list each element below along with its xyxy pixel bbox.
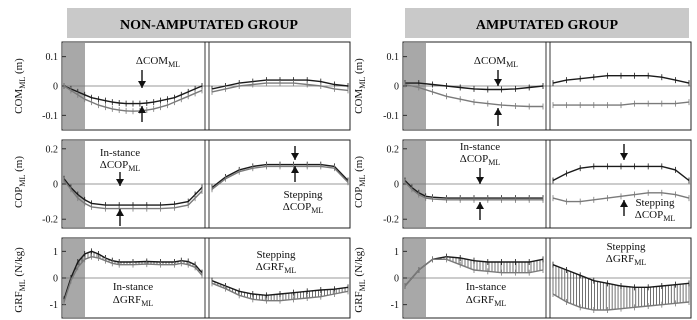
series-line bbox=[63, 178, 203, 206]
y-tick-label: -0.2 bbox=[42, 215, 58, 226]
y-tick-label: -1 bbox=[50, 300, 58, 311]
header-amputated-text: AMPUTATED GROUP bbox=[476, 18, 619, 33]
panel-1: 0.2 0 -0.2 bbox=[42, 139, 351, 229]
arrow-down-cop-step-left bbox=[291, 146, 299, 160]
svg-text:Stepping: Stepping bbox=[256, 249, 296, 261]
arrow-down-com-right bbox=[494, 70, 502, 86]
svg-text:Stepping: Stepping bbox=[606, 241, 646, 253]
y-tick-label: 0 bbox=[53, 82, 58, 93]
arrow-down-cop-right bbox=[476, 168, 484, 184]
ylabel-com-left: COMML (m) bbox=[13, 58, 27, 114]
y-tick-label: -0.1 bbox=[383, 111, 399, 122]
svg-text:Stepping: Stepping bbox=[283, 189, 323, 201]
y-tick-label: -0.1 bbox=[42, 111, 58, 122]
y-tick-label: 0 bbox=[394, 82, 399, 93]
ylabel-grf-left: GRFML (N/kg) bbox=[13, 247, 27, 313]
y-tick-label: 0.2 bbox=[46, 144, 59, 155]
panel-3: 0.1 0 -0.1 bbox=[383, 41, 692, 131]
ylabel-cop-left: COPML (m) bbox=[13, 156, 27, 208]
y-tick-label: -0.2 bbox=[383, 215, 399, 226]
y-tick-label: 0.1 bbox=[387, 52, 400, 63]
y-tick-label: 0 bbox=[394, 180, 399, 191]
y-tick-label: 0.2 bbox=[387, 144, 400, 155]
ylabel-grf-right: GRFML (N/kg) bbox=[353, 247, 367, 313]
arrow-up-cop-step-right bbox=[620, 200, 628, 216]
ylabel-cop-right: COPML (m) bbox=[353, 156, 367, 208]
arrow-down-com-left bbox=[138, 70, 146, 88]
series-line bbox=[63, 180, 203, 210]
y-tick-label: 0.1 bbox=[46, 52, 59, 63]
arrow-down-cop-left bbox=[116, 172, 124, 186]
y-tick-label: 0 bbox=[394, 274, 399, 285]
panel-2: 1 0 -1 bbox=[50, 237, 351, 319]
svg-text:In-stance: In-stance bbox=[113, 281, 153, 293]
svg-text:In-stance: In-stance bbox=[460, 141, 500, 153]
y-tick-label: 1 bbox=[53, 247, 58, 258]
y-tick-label: 0 bbox=[53, 180, 58, 191]
arrow-up-cop-right bbox=[476, 202, 484, 220]
y-tick-label: 1 bbox=[394, 247, 399, 258]
svg-text:Stepping: Stepping bbox=[635, 197, 675, 209]
arrow-up-cop-step-left bbox=[291, 166, 299, 182]
svg-text:In-stance: In-stance bbox=[100, 147, 140, 159]
y-tick-label: 0 bbox=[53, 274, 58, 285]
arrow-down-cop-step-right bbox=[620, 144, 628, 160]
header-non-amputated: NON-AMPUTATED GROUP bbox=[67, 8, 351, 38]
header-amputated: AMPUTATED GROUP bbox=[405, 8, 689, 38]
panel-0: 0.1 0 -0.1 bbox=[42, 41, 351, 131]
ylabel-com-right: COMML (m) bbox=[353, 58, 367, 114]
arrow-up-cop-left bbox=[116, 209, 124, 226]
panel-4: 0.2 0 -0.2 bbox=[383, 139, 692, 229]
header-non-amputated-text: NON-AMPUTATED GROUP bbox=[120, 18, 298, 33]
svg-text:In-stance: In-stance bbox=[466, 281, 506, 293]
arrow-up-com-right bbox=[494, 108, 502, 126]
arrow-up-com-left bbox=[138, 106, 146, 122]
y-tick-label: -1 bbox=[391, 300, 399, 311]
panel-5: 1 0 -1 bbox=[391, 237, 692, 319]
